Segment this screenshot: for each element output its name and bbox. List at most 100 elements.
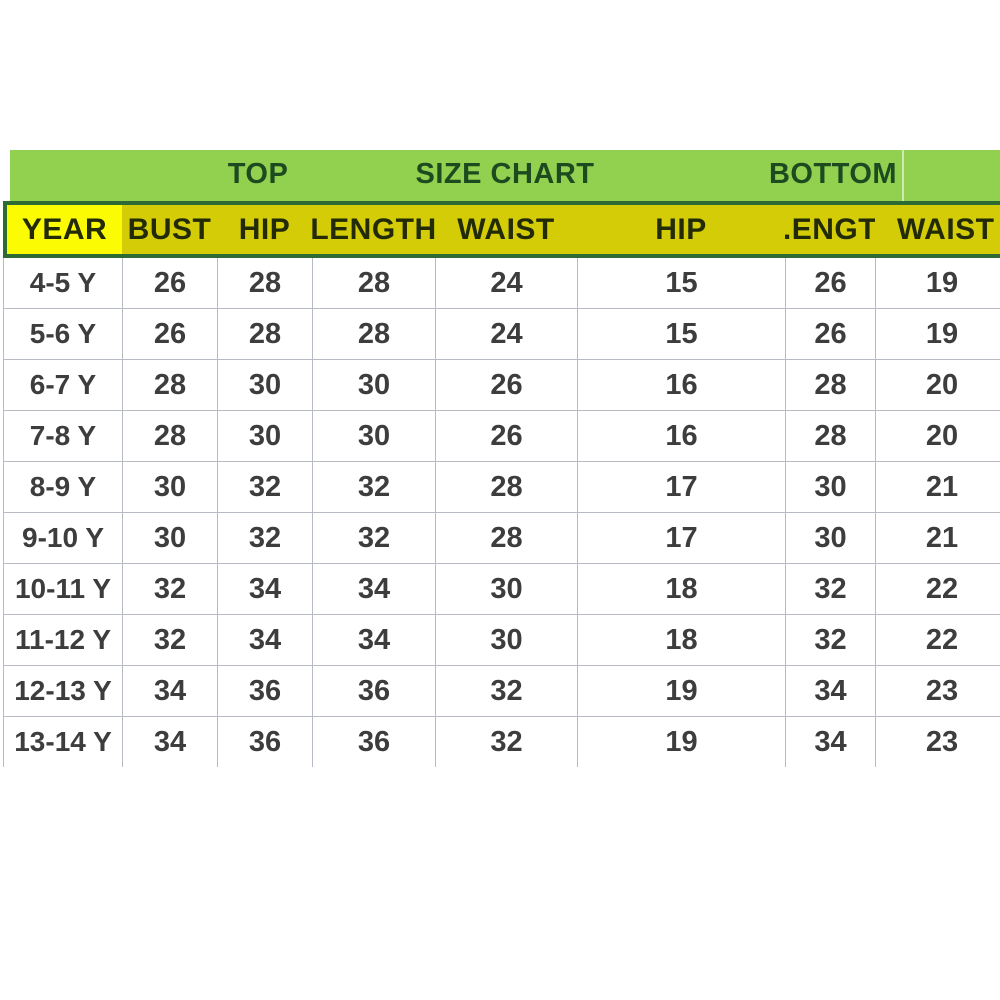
- cell-year: 12-13 Y: [4, 666, 123, 716]
- cell-bust: 26: [123, 258, 218, 308]
- table-row: 4-5 Y 26 28 28 24 15 26 19: [4, 258, 1000, 309]
- column-header-bust: BUST: [127, 212, 212, 246]
- cell-length-bottom: 30: [786, 513, 876, 563]
- cell-waist-bottom: 21: [925, 521, 959, 554]
- cell-waist-bottom: 23: [925, 725, 959, 758]
- cell-bust: 28: [123, 360, 218, 410]
- cell-hip-top: 28: [218, 258, 313, 308]
- cell-waist-top: 30: [436, 615, 578, 665]
- cell-waist-top: 30: [436, 564, 578, 614]
- cell-length-top: 30: [313, 360, 436, 410]
- cell-length-bottom: 28: [786, 360, 876, 410]
- cell-bust: 26: [123, 309, 218, 359]
- cell-waist-top: 24: [436, 309, 578, 359]
- cell-length-top: 32: [313, 462, 436, 512]
- cell-hip-top: 34: [218, 615, 313, 665]
- cell-bust: 30: [123, 513, 218, 563]
- cell-year: 7-8 Y: [4, 411, 123, 461]
- cell-year: 4-5 Y: [4, 258, 123, 308]
- cell-bust: 28: [123, 411, 218, 461]
- cell-length-top: 30: [313, 411, 436, 461]
- cell-waist-bottom: 19: [925, 266, 959, 299]
- cell-length-bottom: 26: [786, 258, 876, 308]
- cell-year: 9-10 Y: [4, 513, 123, 563]
- cell-year: 13-14 Y: [4, 717, 123, 767]
- cell-length-bottom: 34: [786, 717, 876, 767]
- cell-hip-top: 32: [218, 462, 313, 512]
- table-row: 13-14 Y 34 36 36 32 19 34 23: [4, 717, 1000, 767]
- column-header-waist-bottom: WAIST: [897, 212, 995, 246]
- cell-bust: 34: [123, 717, 218, 767]
- cell-year: 10-11 Y: [4, 564, 123, 614]
- table-row: 11-12 Y 32 34 34 30 18 32 22: [4, 615, 1000, 666]
- cell-waist-bottom: 20: [925, 419, 959, 452]
- cell-hip-bottom: 17: [578, 513, 786, 563]
- cell-hip-top: 36: [218, 666, 313, 716]
- column-header-length-bottom: .ENGT: [785, 212, 875, 246]
- table-row: 10-11 Y 32 34 34 30 18 32 22: [4, 564, 1000, 615]
- cell-year: 8-9 Y: [4, 462, 123, 512]
- cell-hip-bottom: 15: [578, 258, 786, 308]
- cell-waist-bottom: 19: [925, 317, 959, 350]
- cell-length-bottom: 32: [786, 615, 876, 665]
- cell-length-top: 34: [313, 615, 436, 665]
- table-row: 7-8 Y 28 30 30 26 16 28 20: [4, 411, 1000, 462]
- cell-length-bottom: 32: [786, 564, 876, 614]
- cell-year: 11-12 Y: [4, 615, 123, 665]
- size-chart-title: SIZE CHART: [415, 157, 595, 190]
- cell-divider: [902, 150, 904, 201]
- table-row: 5-6 Y 26 28 28 24 15 26 19: [4, 309, 1000, 360]
- cell-bust: 32: [123, 564, 218, 614]
- cell-waist-top: 26: [436, 411, 578, 461]
- cell-waist-top: 26: [436, 360, 578, 410]
- column-header-waist-top: WAIST: [457, 212, 555, 246]
- section-bottom-label: BOTTOM: [768, 157, 898, 190]
- column-header-length-top: LENGTH: [312, 212, 435, 246]
- cell-hip-top: 30: [218, 360, 313, 410]
- cell-waist-top: 24: [436, 258, 578, 308]
- cell-year: 6-7 Y: [4, 360, 123, 410]
- column-header-hip-top: HIP: [238, 212, 291, 246]
- cell-year: 5-6 Y: [4, 309, 123, 359]
- table-row: 6-7 Y 28 30 30 26 16 28 20: [4, 360, 1000, 411]
- cell-waist-top: 32: [436, 717, 578, 767]
- cell-hip-bottom: 18: [578, 564, 786, 614]
- section-top-label: TOP: [227, 157, 289, 190]
- cell-length-top: 32: [313, 513, 436, 563]
- cell-hip-top: 36: [218, 717, 313, 767]
- cell-waist-bottom: 22: [925, 623, 959, 656]
- cell-bust: 34: [123, 666, 218, 716]
- table-row: 8-9 Y 30 32 32 28 17 30 21: [4, 462, 1000, 513]
- cell-bust: 30: [123, 462, 218, 512]
- cell-length-bottom: 30: [786, 462, 876, 512]
- cell-waist-top: 32: [436, 666, 578, 716]
- cell-bust: 32: [123, 615, 218, 665]
- cell-length-bottom: 28: [786, 411, 876, 461]
- cell-waist-bottom: 23: [925, 674, 959, 707]
- column-header-year: YEAR: [7, 205, 122, 254]
- cell-hip-top: 34: [218, 564, 313, 614]
- cell-hip-bottom: 16: [578, 360, 786, 410]
- cell-waist-top: 28: [436, 513, 578, 563]
- cell-hip-top: 30: [218, 411, 313, 461]
- table-row: 9-10 Y 30 32 32 28 17 30 21: [4, 513, 1000, 564]
- table-row: 12-13 Y 34 36 36 32 19 34 23: [4, 666, 1000, 717]
- cell-waist-bottom: 22: [925, 572, 959, 605]
- cell-hip-top: 28: [218, 309, 313, 359]
- cell-waist-top: 28: [436, 462, 578, 512]
- cell-hip-bottom: 19: [578, 666, 786, 716]
- cell-length-bottom: 34: [786, 666, 876, 716]
- column-header-hip-bottom: HIP: [655, 212, 707, 246]
- cell-length-top: 34: [313, 564, 436, 614]
- cell-length-top: 28: [313, 258, 436, 308]
- cell-hip-bottom: 15: [578, 309, 786, 359]
- cell-hip-bottom: 16: [578, 411, 786, 461]
- column-header-row: YEAR BUST HIP LENGTH WAIST HIP .ENGT WAI…: [3, 201, 1000, 258]
- cell-waist-bottom: 21: [925, 470, 959, 503]
- cell-waist-bottom: 20: [925, 368, 959, 401]
- cell-length-top: 36: [313, 717, 436, 767]
- section-header-row: TOP SIZE CHART BOTTOM: [10, 150, 1000, 201]
- cell-hip-bottom: 18: [578, 615, 786, 665]
- size-table-body: 4-5 Y 26 28 28 24 15 26 19 5-6 Y 26 28 2…: [3, 258, 1000, 767]
